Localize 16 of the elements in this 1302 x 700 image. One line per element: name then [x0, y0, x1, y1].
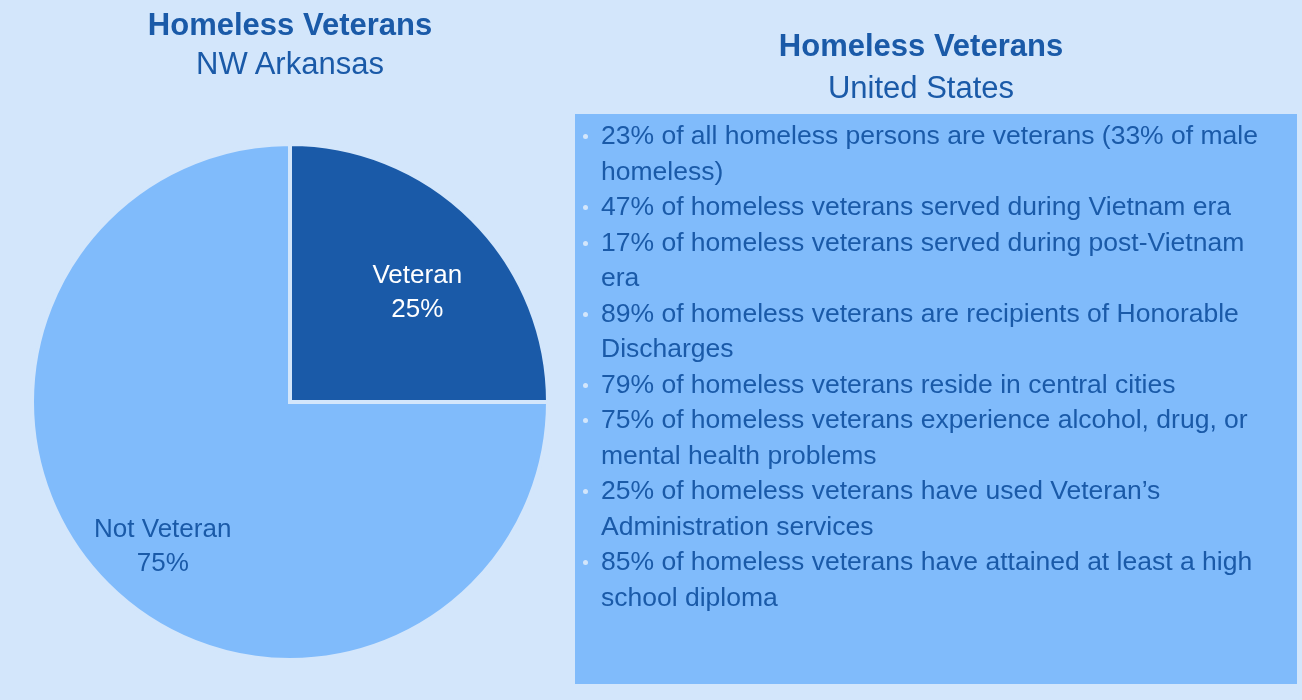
text: Homeless Veterans [777, 28, 1065, 64]
text: 23% of all homeless persons are veterans (33% of male homeless) [600, 119, 1259, 188]
text: 17% of homeless veterans served during post-Vietnam era [600, 225, 1246, 294]
text: 47% of homeless veterans served during Vietnam era [600, 190, 1232, 223]
text: 25% of homeless veterans have used Veteran’s Administration services [600, 474, 1162, 543]
slice-label: Veteran [372, 258, 463, 289]
data-label: 25% [391, 292, 444, 323]
text: 85% of homeless veterans have attained at least a high school diploma [600, 545, 1254, 614]
text: 79% of homeless veterans reside in central cities [600, 367, 1177, 401]
data-label: 75% [136, 547, 189, 578]
text: 75% of homeless veterans experience alcohol, drug, or mental health problems [600, 403, 1249, 472]
chart-subtitle: NW Arkansas [196, 46, 384, 81]
chart-title: Homeless Veterans [147, 7, 433, 42]
text: 89% of homeless veterans are recipients of Honorable Discharges [600, 296, 1240, 365]
text: United States [826, 70, 1016, 106]
slice-label: Not Veteran [94, 513, 232, 544]
